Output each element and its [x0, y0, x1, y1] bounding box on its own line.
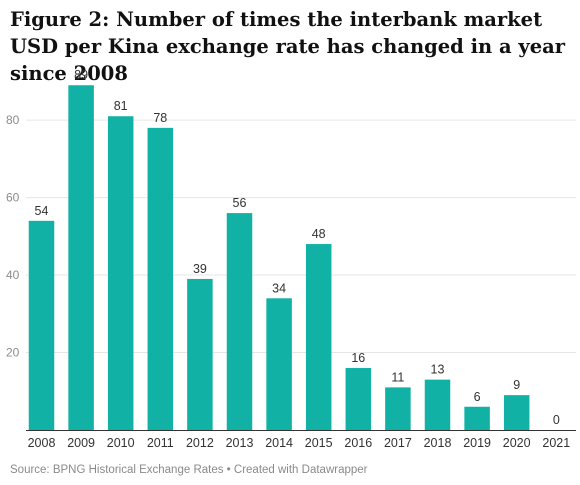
data-label: 54 [35, 204, 49, 218]
chart-title: Figure 2: Number of times the interbank … [10, 8, 566, 85]
data-label: 48 [312, 227, 326, 241]
bar [385, 387, 411, 430]
x-tick-label: 2009 [67, 436, 95, 450]
x-tick-label: 2021 [542, 436, 570, 450]
data-label: 16 [351, 351, 365, 365]
data-label: 81 [114, 99, 128, 113]
bar [345, 368, 372, 430]
x-tick-label: 2015 [305, 436, 333, 450]
bar [503, 395, 530, 430]
bar [464, 406, 490, 430]
x-tick-label: 2020 [503, 436, 531, 450]
data-label: 13 [431, 363, 445, 377]
y-tick-label: 60 [6, 191, 20, 205]
x-tick-label: 2019 [463, 436, 491, 450]
x-tick-label: 2018 [424, 436, 452, 450]
data-label: 6 [474, 390, 481, 404]
bar [226, 213, 253, 430]
source-note: Source: BPNG Historical Exchange Rates •… [10, 464, 368, 476]
x-tick-label: 2017 [384, 436, 412, 450]
bars [28, 85, 530, 431]
data-label: 9 [513, 378, 520, 392]
bar [147, 127, 174, 430]
x-tick-label: 2016 [344, 436, 372, 450]
x-tick-label: 2008 [28, 436, 56, 450]
x-tick-label: 2011 [147, 436, 174, 450]
x-tick-label: 2014 [265, 436, 293, 450]
data-label: 34 [272, 281, 286, 295]
x-tick-label: 2013 [226, 436, 254, 450]
bar [107, 116, 134, 431]
x-axis-ticks: 2008 2009 2010 2011 2012 2013 2014 2015 2016 2017… [28, 436, 571, 450]
bar [28, 220, 55, 430]
x-tick-label: 2010 [107, 436, 135, 450]
data-label: 39 [193, 262, 207, 276]
y-axis-ticks: 20 40 60 80 [6, 113, 20, 359]
bar [266, 298, 292, 430]
data-labels: 54 89 81 78 39 56 34 48 16 11 13 6 9 0 [35, 68, 560, 427]
data-label: 78 [153, 111, 167, 125]
y-tick-label: 80 [6, 113, 20, 127]
bar [305, 244, 332, 430]
y-tick-label: 40 [6, 268, 20, 282]
data-label: 56 [233, 196, 247, 210]
bar [68, 85, 94, 431]
bar [187, 278, 213, 430]
y-tick-label: 20 [6, 346, 20, 360]
x-tick-label: 2012 [186, 436, 214, 450]
data-label: 0 [553, 413, 560, 427]
data-label: 89 [74, 68, 88, 82]
bar [424, 379, 451, 430]
data-label: 11 [391, 370, 404, 384]
